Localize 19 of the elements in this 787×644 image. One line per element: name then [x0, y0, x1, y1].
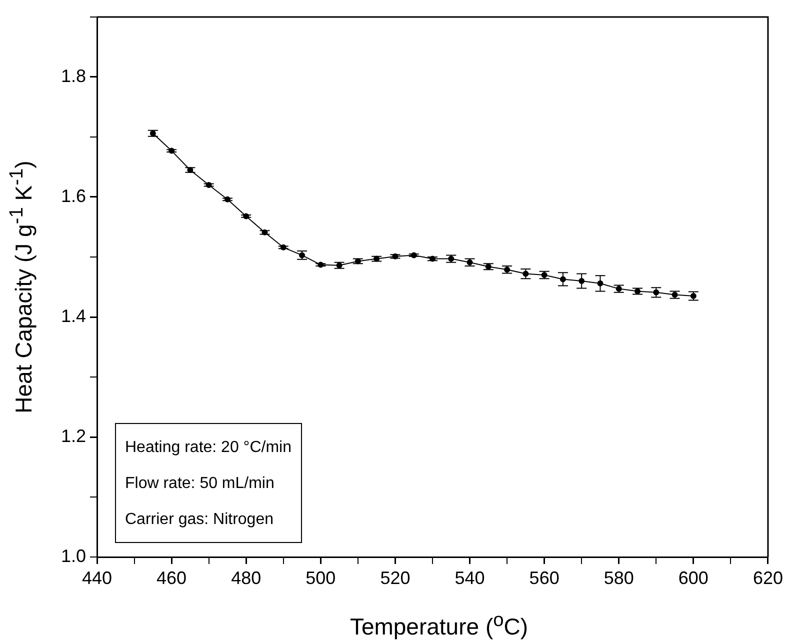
- x-tick-label: 560: [529, 568, 560, 588]
- y-tick-label: 1.4: [60, 306, 86, 326]
- x-axis-title: Temperature ($^{o}$C): [348, 610, 530, 641]
- x-tick-label: 440: [82, 568, 112, 588]
- y-tick-label: 1.8: [60, 66, 86, 86]
- x-tick-label: 520: [380, 568, 410, 588]
- x-tick-label: 580: [604, 568, 634, 588]
- annotation: Flow rate: 50 mL/min: [125, 474, 276, 494]
- x-tick-label: 460: [156, 568, 187, 588]
- annotation: Heating rate: 20 °C/min: [125, 438, 292, 458]
- x-tick-label: 600: [678, 568, 708, 588]
- x-tick-label: 540: [454, 568, 485, 588]
- x-tick-label: 500: [306, 568, 336, 588]
- annotation: Carrier gas: Nitrogen: [125, 510, 274, 530]
- x-tick-label: 620: [752, 568, 784, 588]
- y-tick-label: 1.6: [60, 186, 86, 206]
- y-tick-label: 1.0: [60, 546, 86, 566]
- x-tick-label: 480: [231, 568, 262, 588]
- y-tick-label: 1.2: [60, 426, 86, 446]
